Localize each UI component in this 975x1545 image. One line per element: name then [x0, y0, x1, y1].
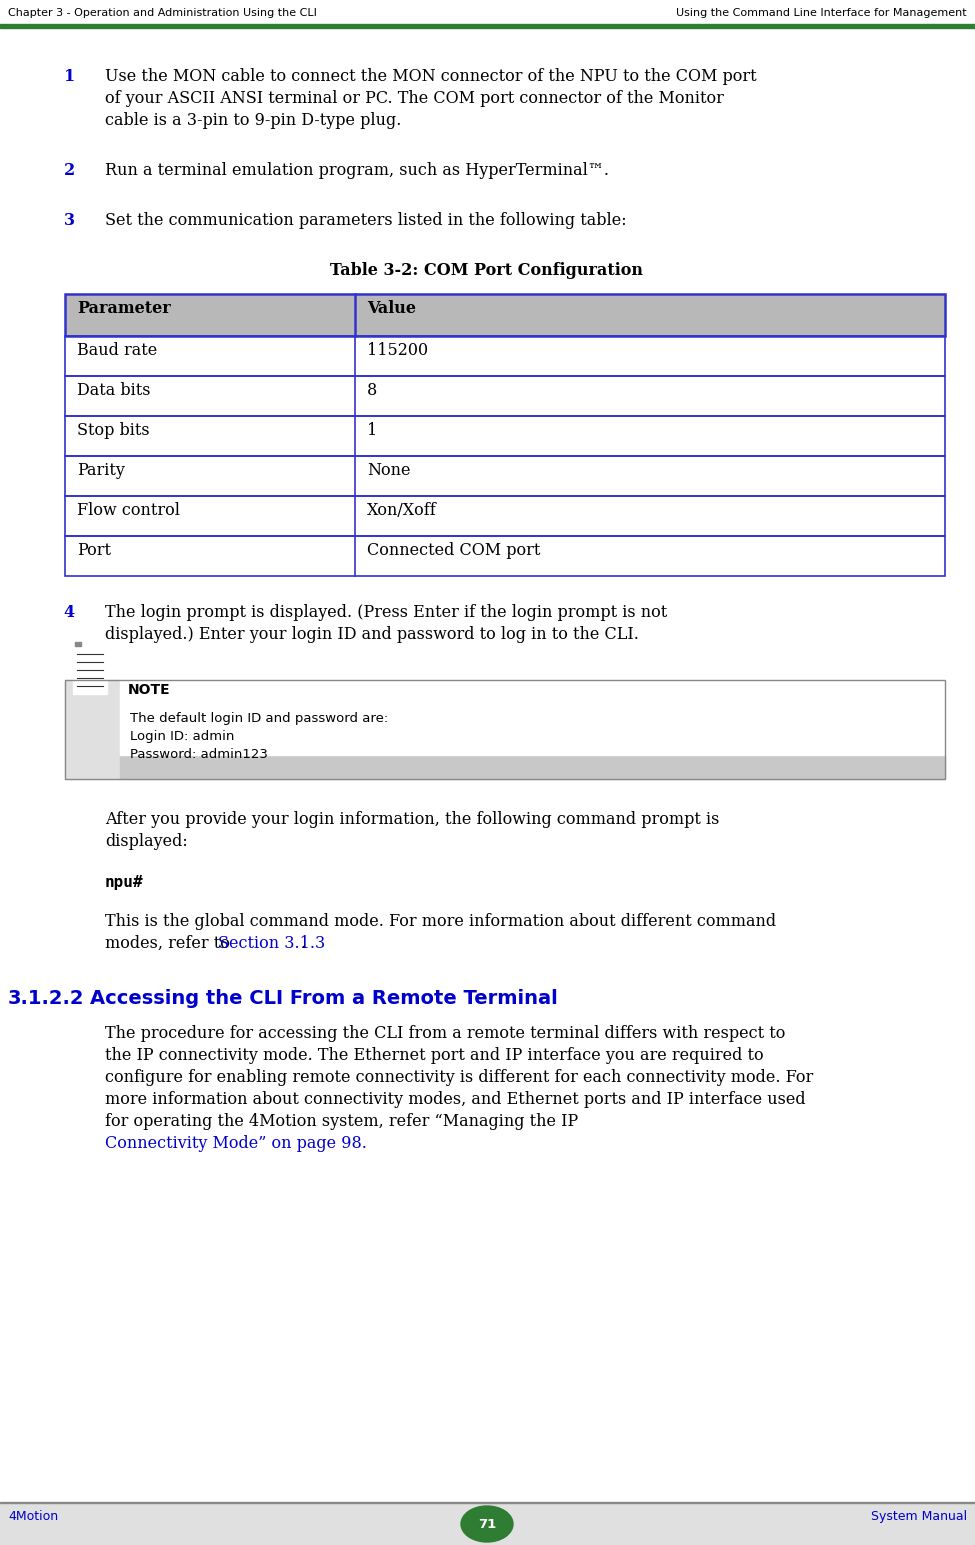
Bar: [65, 416, 945, 456]
Bar: [73, 643, 107, 694]
Text: Data bits: Data bits: [77, 382, 150, 399]
Text: Section 3.1.3: Section 3.1.3: [218, 935, 326, 952]
Bar: [65, 294, 945, 335]
Text: cable is a 3-pin to 9-pin D-type plug.: cable is a 3-pin to 9-pin D-type plug.: [105, 111, 402, 128]
Bar: [65, 416, 945, 456]
Bar: [0, 25, 975, 28]
Text: Parameter: Parameter: [77, 300, 171, 317]
Text: displayed:: displayed:: [105, 833, 188, 850]
Text: configure for enabling remote connectivity is different for each connectivity mo: configure for enabling remote connectivi…: [105, 1069, 813, 1086]
Text: System Manual: System Manual: [871, 1509, 967, 1523]
Text: NOTE: NOTE: [128, 683, 171, 697]
Bar: [120, 680, 945, 756]
Text: Value: Value: [367, 300, 416, 317]
Bar: [65, 496, 945, 536]
Text: 8: 8: [367, 382, 377, 399]
Bar: [120, 756, 945, 779]
Bar: [65, 335, 945, 375]
Text: 71: 71: [478, 1517, 496, 1531]
Text: Stop bits: Stop bits: [77, 422, 149, 439]
Text: .: .: [300, 935, 305, 952]
Text: of your ASCII ANSI terminal or PC. The COM port connector of the Monitor: of your ASCII ANSI terminal or PC. The C…: [105, 90, 723, 107]
Text: Parity: Parity: [77, 462, 125, 479]
Bar: [65, 456, 945, 496]
Text: more information about connectivity modes, and Ethernet ports and IP interface u: more information about connectivity mode…: [105, 1091, 805, 1108]
Text: The default login ID and password are:: The default login ID and password are:: [130, 712, 388, 725]
Text: Connected COM port: Connected COM port: [367, 542, 540, 559]
Text: Set the communication parameters listed in the following table:: Set the communication parameters listed …: [105, 212, 627, 229]
Text: The procedure for accessing the CLI from a remote terminal differs with respect : The procedure for accessing the CLI from…: [105, 1024, 786, 1041]
Bar: [65, 680, 120, 779]
Text: After you provide your login information, the following command prompt is: After you provide your login information…: [105, 811, 720, 828]
Text: 4: 4: [64, 604, 75, 621]
Bar: [65, 456, 945, 496]
Text: 1: 1: [367, 422, 377, 439]
Text: 115200: 115200: [367, 341, 428, 358]
Text: The login prompt is displayed. (Press Enter if the login prompt is not: The login prompt is displayed. (Press En…: [105, 604, 667, 621]
Bar: [65, 496, 945, 536]
Bar: [65, 536, 945, 576]
Text: 3.1.2.2: 3.1.2.2: [8, 989, 85, 1007]
Bar: [65, 375, 945, 416]
Bar: [65, 335, 945, 375]
Text: Flow control: Flow control: [77, 502, 180, 519]
Text: Use the MON cable to connect the MON connector of the NPU to the COM port: Use the MON cable to connect the MON con…: [105, 68, 757, 85]
Text: Connectivity Mode” on page 98.: Connectivity Mode” on page 98.: [105, 1136, 367, 1153]
Text: the IP connectivity mode. The Ethernet port and IP interface you are required to: the IP connectivity mode. The Ethernet p…: [105, 1048, 763, 1065]
Bar: [65, 375, 945, 416]
Text: Baud rate: Baud rate: [77, 341, 157, 358]
Text: Run a terminal emulation program, such as HyperTerminal™.: Run a terminal emulation program, such a…: [105, 162, 609, 179]
Bar: [75, 643, 81, 646]
Bar: [65, 680, 945, 779]
Text: Using the Command Line Interface for Management: Using the Command Line Interface for Man…: [677, 8, 967, 19]
Text: Table 3-2: COM Port Configuration: Table 3-2: COM Port Configuration: [331, 263, 644, 280]
Text: Chapter 3 - Operation and Administration Using the CLI: Chapter 3 - Operation and Administration…: [8, 8, 317, 19]
Bar: [0, 1503, 975, 1545]
Text: for operating the 4Motion system, refer “Managing the IP: for operating the 4Motion system, refer …: [105, 1112, 578, 1129]
Text: Accessing the CLI From a Remote Terminal: Accessing the CLI From a Remote Terminal: [90, 989, 558, 1007]
Text: Login ID: admin: Login ID: admin: [130, 729, 234, 743]
Text: npu#: npu#: [105, 874, 143, 890]
Text: None: None: [367, 462, 410, 479]
Text: This is the global command mode. For more information about different command: This is the global command mode. For mor…: [105, 913, 776, 930]
Text: modes, refer to: modes, refer to: [105, 935, 235, 952]
Text: 3: 3: [64, 212, 75, 229]
Text: Xon/Xoff: Xon/Xoff: [367, 502, 437, 519]
Text: 2: 2: [63, 162, 75, 179]
Text: Password: admin123: Password: admin123: [130, 748, 268, 762]
Text: 1: 1: [63, 68, 75, 85]
Bar: [65, 294, 945, 335]
Bar: [65, 536, 945, 576]
Text: 4Motion: 4Motion: [8, 1509, 58, 1523]
Text: displayed.) Enter your login ID and password to log in to the CLI.: displayed.) Enter your login ID and pass…: [105, 626, 639, 643]
Ellipse shape: [461, 1506, 513, 1542]
Text: Port: Port: [77, 542, 111, 559]
